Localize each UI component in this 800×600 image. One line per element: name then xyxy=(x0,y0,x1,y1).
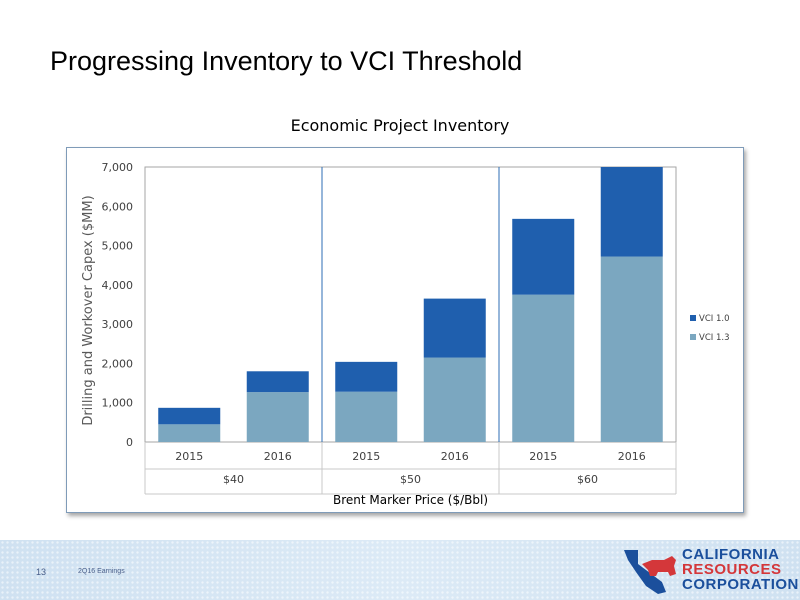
bar-segment xyxy=(335,391,398,442)
x-tick-label: 2015 xyxy=(529,450,557,463)
x-tick-label: 2015 xyxy=(352,450,380,463)
legend-label: VCI 1.0 xyxy=(699,314,729,324)
bar-segment xyxy=(423,298,486,358)
stacked-bar-chart: 0 1,000 2,000 3,000 4,000 5,000 6,000 7,000 Dril… xyxy=(81,161,729,507)
bar-segment xyxy=(335,361,398,392)
x-tick-label: 2016 xyxy=(264,450,292,463)
plot-area-border xyxy=(144,166,677,443)
legend-label: VCI 1.3 xyxy=(699,333,729,343)
footer-label: 2Q16 Earnings xyxy=(78,568,125,575)
y-tick-label: 0 xyxy=(126,436,133,449)
y-tick-label: 1,000 xyxy=(102,397,134,410)
bar-segment xyxy=(600,256,663,442)
group-label: $60 xyxy=(577,473,598,486)
bar-segment xyxy=(512,294,575,442)
page-number: 13 xyxy=(36,567,47,577)
bar-segment xyxy=(246,392,309,442)
x-tick-label: 2016 xyxy=(441,450,469,463)
company-logo-text: CALIFORNIA RESOURCES CORPORATION xyxy=(682,547,799,592)
logo-line-2: RESOURCES xyxy=(682,561,782,578)
chart-frame: 0 1,000 2,000 3,000 4,000 5,000 6,000 7,000 Dril… xyxy=(66,147,744,513)
y-tick-label: 2,000 xyxy=(102,357,134,370)
y-tick-label: 3,000 xyxy=(102,318,134,331)
x-tick-label: 2016 xyxy=(618,450,646,463)
group-label: $40 xyxy=(223,473,244,486)
group-label: $50 xyxy=(400,473,421,486)
y-tick-label: 7,000 xyxy=(102,161,134,174)
legend-swatch xyxy=(690,334,696,340)
logo-line-1: CALIFORNIA xyxy=(682,546,780,563)
footer: 13 2Q16 Earnings CALIFORNIA RESOURCES CO… xyxy=(0,540,800,600)
y-axis-label: Drilling and Workover Capex ($MM) xyxy=(81,195,96,425)
y-tick-label: 4,000 xyxy=(102,279,134,292)
legend-swatch xyxy=(690,315,696,321)
bar-segment xyxy=(246,371,309,393)
bar-segment xyxy=(600,167,663,257)
bar-segment xyxy=(512,218,575,295)
y-tick-label: 6,000 xyxy=(102,200,134,213)
slide-title: Progressing Inventory to VCI Threshold xyxy=(50,46,523,76)
bar-segment xyxy=(158,424,221,442)
chart-title: Economic Project Inventory xyxy=(290,116,510,135)
x-axis-label: Brent Marker Price ($/Bbl) xyxy=(333,493,488,507)
logo-line-3: CORPORATION xyxy=(682,576,799,593)
x-tick-label: 2015 xyxy=(175,450,203,463)
california-bear-logo xyxy=(624,550,676,594)
bar-segment xyxy=(423,357,486,442)
bar-segment xyxy=(158,407,221,425)
y-tick-label: 5,000 xyxy=(102,240,134,253)
